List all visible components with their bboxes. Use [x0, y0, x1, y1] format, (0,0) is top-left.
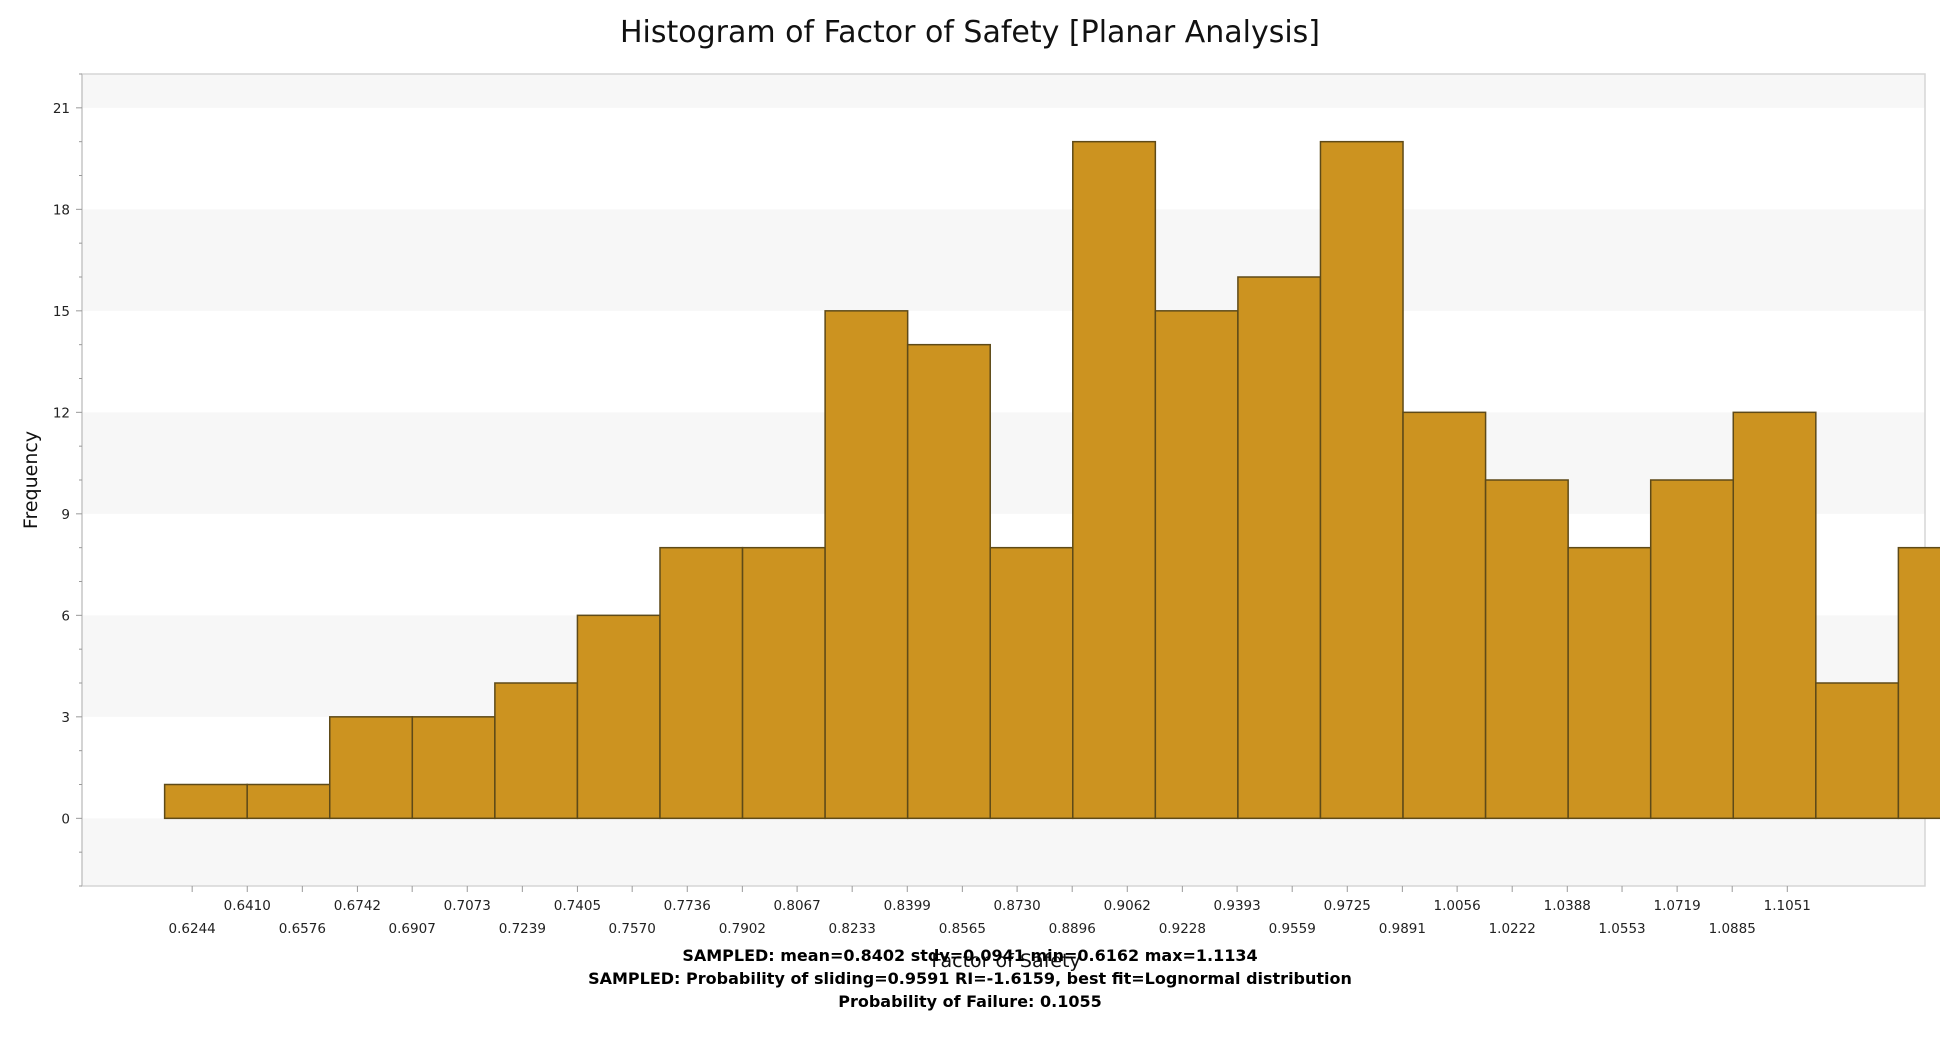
- grid-band: [82, 818, 1925, 886]
- histogram-bar: [1072, 140, 1157, 820]
- histogram-bar: [163, 783, 248, 820]
- histogram-bar: [659, 546, 744, 820]
- x-tick-label: 0.6244: [169, 921, 216, 937]
- histogram-bar: [1237, 276, 1322, 820]
- y-tick-label: 15: [53, 304, 70, 320]
- x-tick-label: 0.8399: [884, 898, 931, 914]
- histogram-bar: [328, 716, 414, 820]
- histogram-bar: [1402, 411, 1487, 820]
- histogram-bar: [741, 546, 826, 820]
- histogram-bar: [824, 310, 909, 820]
- stats-summary-line: SAMPLED: mean=0.8402 stdv=0.0941 min=0.6…: [682, 946, 1258, 965]
- x-tick-label: 0.9891: [1379, 921, 1426, 937]
- x-tick-label: 0.8730: [993, 898, 1040, 914]
- histogram-bar: [906, 343, 991, 820]
- x-tick-label: 0.9393: [1213, 898, 1260, 914]
- bars: [163, 140, 1940, 820]
- x-tick-label: 1.0056: [1433, 898, 1480, 914]
- histogram-bar: [1732, 411, 1817, 820]
- x-tick-label: 0.9062: [1104, 898, 1151, 914]
- x-tick-label: 0.9725: [1324, 898, 1371, 914]
- histogram-bar: [1154, 310, 1239, 820]
- x-tick-label: 0.8067: [773, 898, 820, 914]
- x-tick-label: 1.1051: [1764, 898, 1811, 914]
- y-tick-label: 9: [61, 507, 70, 523]
- histogram-bar: [411, 716, 496, 820]
- probability-of-failure-line: Probability of Failure: 0.1055: [838, 992, 1102, 1011]
- x-tick-label: 0.8896: [1049, 921, 1096, 937]
- y-axis-label: Frequency: [20, 431, 42, 529]
- chart-title: Histogram of Factor of Safety [Planar An…: [620, 15, 1320, 50]
- histogram-bar: [576, 614, 661, 820]
- y-axis: 0 3 6 9 12 15 18 21: [53, 73, 83, 887]
- histogram-bar: [1897, 546, 1940, 820]
- y-tick-label: 18: [53, 202, 70, 218]
- x-tick-label: 0.7570: [609, 921, 656, 937]
- x-tick-label: 1.0553: [1598, 921, 1645, 937]
- x-tick-label: 0.6410: [224, 898, 271, 914]
- histogram-bar: [1319, 140, 1404, 820]
- x-tick-label: 0.9559: [1269, 921, 1316, 937]
- x-tick-label: 0.7736: [664, 898, 711, 914]
- x-tick-label: 0.8233: [829, 921, 876, 937]
- histogram-bar: [1649, 479, 1735, 820]
- histogram-bar: [494, 682, 579, 820]
- x-tick-label: 0.6907: [389, 921, 436, 937]
- x-tick-label: 0.7073: [444, 898, 491, 914]
- x-tick-label: 0.7405: [554, 898, 601, 914]
- x-tick-label: 1.0388: [1544, 898, 1591, 914]
- histogram-bar: [989, 546, 1074, 820]
- y-tick-label: 3: [61, 710, 70, 726]
- grid-band: [82, 209, 1925, 311]
- y-tick-label: 0: [61, 811, 70, 827]
- stats-probability-line: SAMPLED: Probability of sliding=0.9591 R…: [588, 969, 1352, 988]
- x-tick-label: 1.0885: [1709, 921, 1756, 937]
- x-tick-label: 0.6742: [334, 898, 381, 914]
- grid-band: [82, 412, 1925, 514]
- x-tick-label: 0.7239: [499, 921, 546, 937]
- grid-band: [82, 74, 1925, 108]
- x-tick-label: 0.9228: [1159, 921, 1206, 937]
- x-tick-label: 1.0222: [1489, 921, 1536, 937]
- histogram-bar: [1484, 479, 1569, 820]
- x-tick-label: 0.8565: [939, 921, 986, 937]
- y-tick-label: 21: [53, 101, 70, 117]
- x-tick-label: 0.7902: [719, 921, 766, 937]
- x-tick-label: 0.6576: [279, 921, 326, 937]
- x-axis: 0.6244 0.6410 0.6576 0.6742 0.6907 0.7073 0.72…: [169, 886, 1811, 937]
- x-axis-label: Factor of Safety: [931, 950, 1080, 972]
- histogram-bar: [246, 783, 331, 820]
- y-tick-label: 12: [53, 405, 70, 421]
- histogram-bar: [1815, 682, 1900, 820]
- x-tick-label: 1.0719: [1653, 898, 1700, 914]
- y-tick-label: 6: [61, 608, 70, 624]
- histogram-bar: [1567, 546, 1652, 820]
